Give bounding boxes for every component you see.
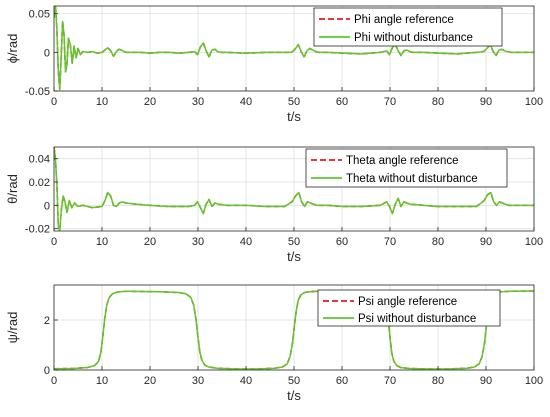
x-tick-label: 30 bbox=[192, 96, 204, 108]
x-tick-label: 70 bbox=[384, 375, 396, 387]
x-tick-label: 90 bbox=[480, 96, 492, 108]
legend-box bbox=[305, 148, 508, 188]
legend-label: Psi without disturbance bbox=[358, 313, 476, 325]
x-tick-label: 20 bbox=[144, 236, 156, 248]
y-tick-label: -0.02 bbox=[25, 224, 50, 236]
x-tick-label: 0 bbox=[51, 236, 57, 248]
x-tick-label: 30 bbox=[192, 236, 204, 248]
x-tick-label: 40 bbox=[240, 96, 252, 108]
y-tick-label: 0.05 bbox=[29, 9, 50, 21]
y-tick-label: 0 bbox=[44, 47, 50, 59]
series-line-without-disturbance bbox=[54, 147, 534, 231]
x-tick-label: 20 bbox=[144, 375, 156, 387]
x-tick-label: 50 bbox=[288, 375, 300, 387]
x-tick-label: 80 bbox=[432, 375, 444, 387]
x-tick-label: 40 bbox=[240, 236, 252, 248]
legend-label: Theta angle reference bbox=[346, 155, 459, 167]
y-axis-label: ϕ/rad bbox=[5, 34, 20, 64]
x-tick-label: 60 bbox=[336, 236, 348, 248]
x-tick-label: 100 bbox=[525, 236, 543, 248]
y-axis-label: ψ/rad bbox=[5, 312, 20, 344]
subplot-3: 0 10 20 30 40 50 60 70 80 90 100 0 2 t/s ψ/rad Psi angl… bbox=[5, 284, 543, 403]
x-axis-label: t/s bbox=[287, 388, 301, 403]
legend-label: Phi angle reference bbox=[354, 14, 454, 26]
y-tick-label: 0 bbox=[44, 200, 50, 212]
x-tick-label: 90 bbox=[480, 375, 492, 387]
x-tick-label: 30 bbox=[192, 375, 204, 387]
series-line-without-disturbance bbox=[54, 290, 534, 370]
x-tick-label: 0 bbox=[51, 96, 57, 108]
x-tick-label: 70 bbox=[384, 236, 396, 248]
legend: Phi angle reference Phi without disturban… bbox=[313, 7, 503, 47]
y-tick-label: 2 bbox=[44, 315, 50, 327]
legend-label: Theta without disturbance bbox=[346, 173, 478, 185]
legend: Theta angle reference Theta without distu… bbox=[305, 148, 508, 188]
x-tick-label: 40 bbox=[240, 375, 252, 387]
y-axis-label: θ/rad bbox=[5, 174, 20, 204]
legend-label: Psi angle reference bbox=[358, 296, 457, 308]
x-tick-label: 60 bbox=[336, 375, 348, 387]
x-tick-label: 80 bbox=[432, 96, 444, 108]
y-tick-label: -0.05 bbox=[25, 86, 50, 98]
x-tick-label: 50 bbox=[288, 96, 300, 108]
legend: Psi angle reference Psi without disturban… bbox=[317, 289, 501, 327]
x-tick-label: 10 bbox=[96, 96, 108, 108]
x-tick-label: 10 bbox=[96, 375, 108, 387]
x-tick-label: 80 bbox=[432, 236, 444, 248]
y-tick-label: 0.02 bbox=[29, 177, 50, 189]
x-axis-label: t/s bbox=[287, 109, 301, 124]
x-tick-label: 70 bbox=[384, 96, 396, 108]
x-tick-label: 90 bbox=[480, 236, 492, 248]
x-tick-label: 10 bbox=[96, 236, 108, 248]
x-tick-label: 60 bbox=[336, 96, 348, 108]
legend-box bbox=[313, 7, 503, 47]
y-tick-label: 0 bbox=[44, 365, 50, 377]
x-tick-label: 100 bbox=[525, 375, 543, 387]
x-tick-label: 100 bbox=[525, 96, 543, 108]
legend-box bbox=[317, 289, 501, 327]
legend-label: Phi without disturbance bbox=[354, 32, 473, 44]
x-axis-label: t/s bbox=[287, 249, 301, 264]
x-tick-label: 20 bbox=[144, 96, 156, 108]
x-tick-label: 50 bbox=[288, 236, 300, 248]
subplot-2: 0 10 20 30 40 50 60 70 80 90 100-0.0200.020.04t/sθ… bbox=[5, 146, 543, 264]
series-line-without-disturbance bbox=[54, 6, 534, 91]
subplot-1: 0 10 20 30 40 50 60 70 80 90 100-0.0500.05t/sϕ/rad… bbox=[5, 5, 543, 124]
y-tick-label: 0.04 bbox=[29, 154, 50, 166]
x-tick-label: 0 bbox=[51, 375, 57, 387]
